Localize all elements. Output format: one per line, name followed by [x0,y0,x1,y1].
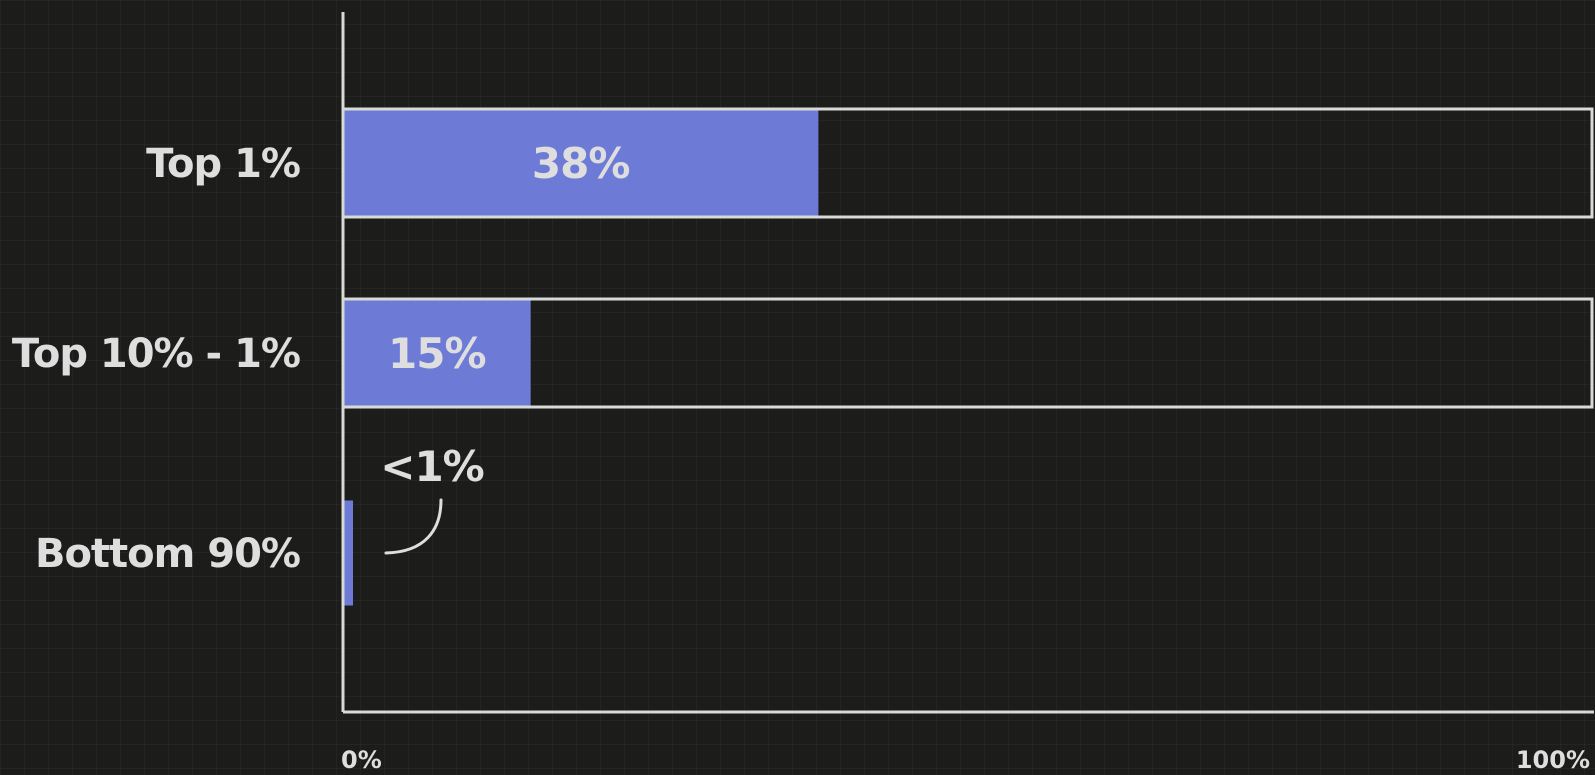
callout-line [384,498,443,555]
value-label: 38% [532,139,630,188]
category-label: Top 10% - 1% [12,331,300,377]
x-tick-labels: 0% 100% [341,746,1590,774]
x-tick-label: 0% [341,746,382,774]
value-labels: 38% 15% <1% [380,139,630,491]
value-label: 15% [388,329,486,378]
category-labels: Top 1% Top 10% - 1% Bottom 90% [12,141,301,577]
bar [343,110,819,216]
x-tick-label: 100% [1516,746,1590,774]
bar [343,500,354,606]
value-label: <1% [380,442,484,491]
category-label: Top 1% [146,141,300,187]
bars [343,110,819,606]
bar [343,300,531,406]
category-label: Bottom 90% [35,531,300,577]
axes [341,12,1594,714]
